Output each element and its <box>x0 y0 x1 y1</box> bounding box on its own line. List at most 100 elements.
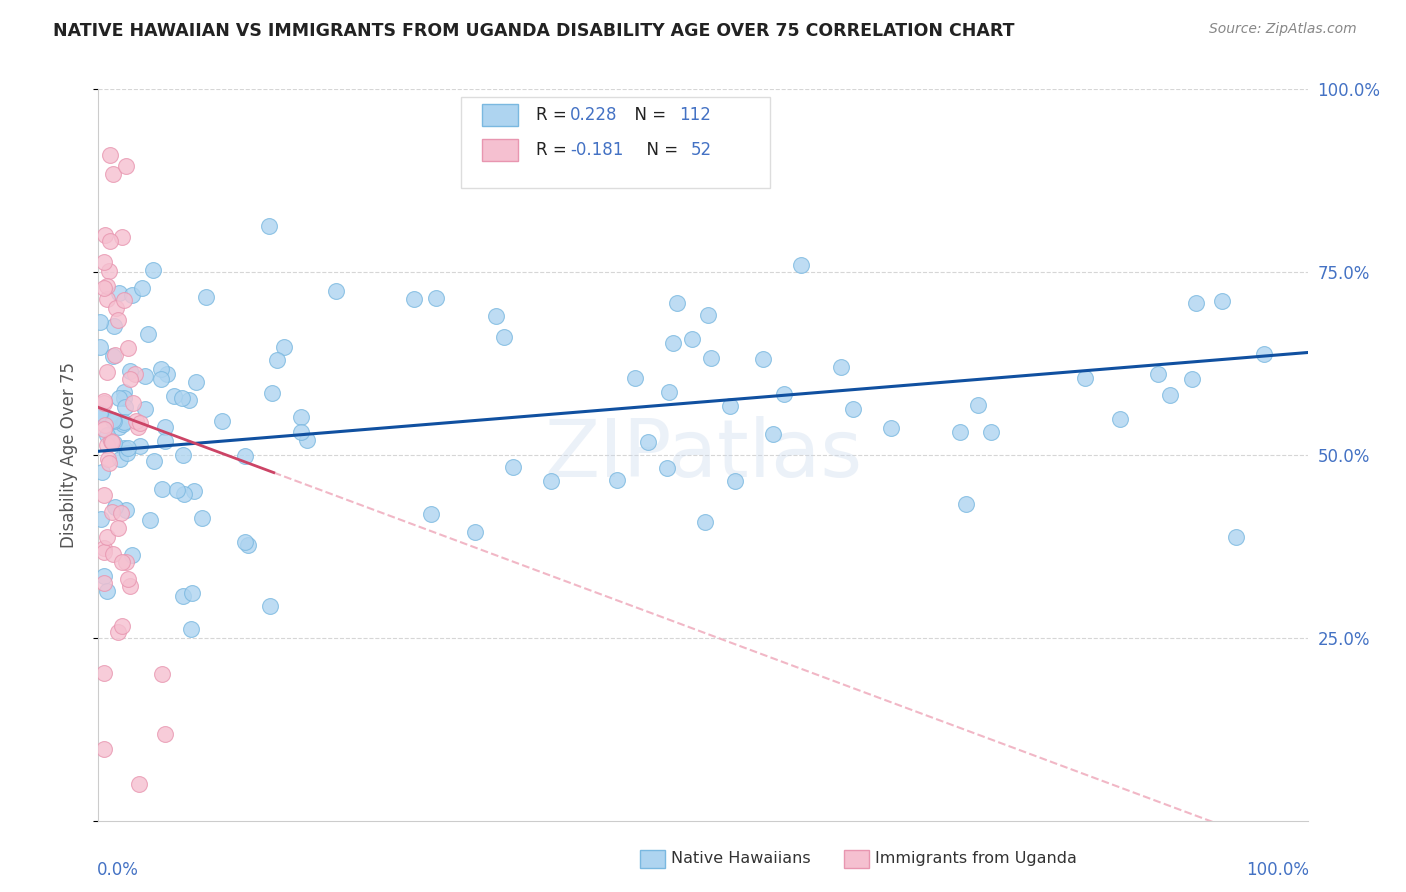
Point <box>666 296 689 310</box>
Point <box>108 391 131 405</box>
FancyBboxPatch shape <box>482 139 517 161</box>
Point <box>1225 530 1247 544</box>
Point <box>104 500 127 514</box>
Y-axis label: Disability Age Over 75: Disability Age Over 75 <box>59 362 77 548</box>
Point <box>94 418 117 433</box>
Point <box>90 512 112 526</box>
Point <box>111 619 134 633</box>
Point <box>139 513 162 527</box>
Point <box>150 482 173 496</box>
Point <box>103 414 125 428</box>
Point <box>183 483 205 498</box>
Point <box>880 420 903 434</box>
Point <box>155 420 177 434</box>
Point <box>89 406 111 420</box>
Point <box>96 365 118 379</box>
Text: 100.0%: 100.0% <box>1246 861 1309 879</box>
Point <box>97 452 120 467</box>
Point <box>1159 388 1181 402</box>
Point <box>104 301 127 315</box>
Point <box>111 417 134 431</box>
Point <box>93 254 115 268</box>
Point <box>150 361 173 376</box>
Point <box>131 281 153 295</box>
Point <box>290 425 312 439</box>
Point <box>93 569 115 583</box>
Point <box>195 290 218 304</box>
Point <box>211 414 233 428</box>
Point <box>789 259 811 273</box>
Point <box>420 507 443 521</box>
Point <box>752 352 775 367</box>
Point <box>637 435 659 450</box>
Point <box>163 389 186 403</box>
Point <box>114 502 136 516</box>
Point <box>118 364 141 378</box>
Point <box>103 435 125 450</box>
Point <box>97 263 120 277</box>
Point <box>150 666 173 681</box>
Point <box>118 579 141 593</box>
Point <box>129 416 152 430</box>
Point <box>89 340 111 354</box>
Text: ZIPatlas: ZIPatlas <box>544 416 862 494</box>
Text: R =: R = <box>536 141 572 159</box>
Point <box>233 534 256 549</box>
Point <box>93 541 115 555</box>
Text: N =: N = <box>624 106 672 124</box>
Point <box>186 376 208 390</box>
Text: 0.228: 0.228 <box>569 106 617 124</box>
Point <box>93 421 115 435</box>
Point <box>98 234 121 248</box>
Point <box>494 330 516 344</box>
Point <box>122 396 145 410</box>
Point <box>115 555 138 569</box>
Point <box>98 148 121 162</box>
Point <box>110 451 132 466</box>
FancyBboxPatch shape <box>482 103 517 126</box>
Point <box>103 413 125 427</box>
Point <box>134 401 156 416</box>
Point <box>107 624 129 639</box>
Point <box>90 465 112 479</box>
Point <box>121 288 143 302</box>
Point <box>724 474 747 488</box>
Point <box>121 549 143 563</box>
Point <box>657 385 679 400</box>
Point <box>172 448 194 462</box>
Point <box>114 415 136 429</box>
Point <box>153 727 176 741</box>
Point <box>948 425 970 439</box>
Point <box>114 400 136 414</box>
Point <box>112 293 135 308</box>
Point <box>107 521 129 535</box>
Text: Native Hawaiians: Native Hawaiians <box>671 852 810 866</box>
Point <box>425 292 447 306</box>
Point <box>259 599 281 613</box>
Point <box>967 398 990 412</box>
Point <box>153 434 176 449</box>
Point <box>662 335 685 350</box>
Point <box>502 459 524 474</box>
Point <box>1147 367 1170 381</box>
Point <box>93 280 115 294</box>
Point <box>681 332 703 346</box>
Point <box>104 348 127 362</box>
Point <box>693 515 716 529</box>
Point <box>93 666 115 681</box>
Point <box>124 368 146 382</box>
Point <box>108 286 131 301</box>
Text: Immigrants from Uganda: Immigrants from Uganda <box>875 852 1077 866</box>
Point <box>103 349 125 363</box>
Point <box>111 555 134 569</box>
FancyBboxPatch shape <box>461 96 769 188</box>
Point <box>101 434 124 449</box>
Point <box>100 434 122 449</box>
Point <box>325 284 347 298</box>
Point <box>606 474 628 488</box>
Point <box>127 420 149 434</box>
Text: 0.0%: 0.0% <box>97 861 139 879</box>
Point <box>112 384 135 399</box>
Point <box>93 487 115 501</box>
Point <box>257 219 280 233</box>
